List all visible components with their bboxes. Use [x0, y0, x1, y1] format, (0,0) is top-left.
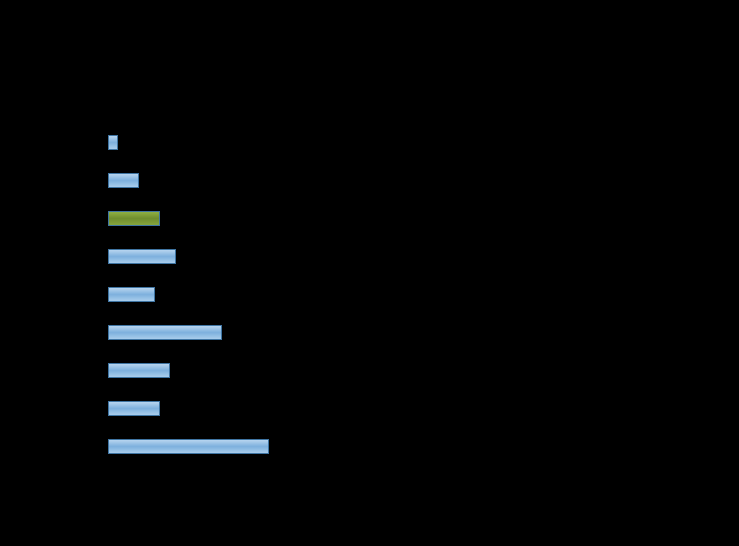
bar-2 — [108, 211, 160, 226]
bar-7 — [108, 401, 160, 416]
bar-5 — [108, 325, 222, 340]
bar-6 — [108, 363, 170, 378]
bar-8 — [108, 439, 269, 454]
bar-4 — [108, 287, 155, 302]
bar-3 — [108, 249, 176, 264]
bar-0 — [108, 135, 118, 150]
horizontal-bar-chart — [0, 0, 739, 546]
bar-1 — [108, 173, 139, 188]
